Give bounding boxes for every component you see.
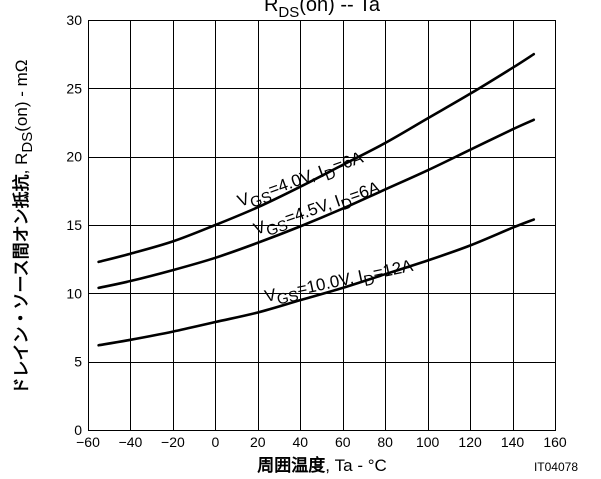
y-axis-title-sub: DS <box>19 132 36 153</box>
x-tick-label-1: −40 <box>119 434 143 450</box>
x-tick-label-0: −60 <box>76 434 100 450</box>
series-line-2 <box>97 218 536 347</box>
plot-frame <box>87 19 557 432</box>
x-tick-label-7: 80 <box>377 434 393 450</box>
y-axis-title-suffix: (on) - mΩ <box>12 60 31 132</box>
grid <box>88 20 556 431</box>
x-tick-label-3: 0 <box>211 434 219 450</box>
series-line-0 <box>97 52 536 264</box>
series-line-1 <box>97 118 536 290</box>
series-2-i-val: =12A <box>371 256 415 283</box>
series-1-i: I <box>332 191 343 211</box>
y-axis-title-bold: ドレイン・ソース間オン抵抗 <box>11 174 31 394</box>
x-tick-label-4: 20 <box>250 434 266 450</box>
y-tick-label-2: 10 <box>66 285 82 301</box>
figure-code: IT04078 <box>534 460 578 474</box>
series-2-v-val: =10.0V, <box>295 268 360 300</box>
x-tick-label-9: 120 <box>458 434 482 450</box>
chart-title-main: R <box>264 0 278 16</box>
series-2-v-sub: GS <box>275 287 300 308</box>
series-0-i-val: =6A <box>330 147 366 176</box>
series-2-i-sub: D <box>362 271 376 290</box>
series-2-i: I <box>356 267 365 287</box>
y-axis-title-prefix: , R <box>12 153 31 175</box>
series-1-v-sub: GS <box>264 217 290 240</box>
series-2-v: V <box>263 285 279 306</box>
y-tick-label-0: 0 <box>74 422 82 438</box>
x-tick-label-10: 140 <box>501 434 525 450</box>
y-axis-title: ドレイン・ソース間オン抵抗, RDS(on) - mΩ <box>11 60 36 395</box>
y-tick-label-6: 30 <box>66 12 82 28</box>
series-lines <box>97 52 536 347</box>
x-tick-label-6: 60 <box>335 434 351 450</box>
x-tick-label-8: 100 <box>416 434 440 450</box>
x-tick-label-11: 160 <box>543 434 567 450</box>
chart-title-suffix: (on) -- Ta <box>299 0 381 16</box>
y-tick-label-3: 15 <box>66 217 82 233</box>
x-tick-label-2: −20 <box>161 434 185 450</box>
series-1-i-val: =6A <box>347 178 383 206</box>
x-tick-labels: −60 −40 −20 0 20 40 60 80 100 120 140 160 <box>76 434 567 450</box>
svg-text:VGS=10.0V, ID=12A: VGS=10.0V, ID=12A <box>263 256 416 311</box>
x-axis-title-bold: 周囲温度 <box>257 455 326 475</box>
chart-title-sub: DS <box>278 4 299 21</box>
chart-title: RDS(on) -- Ta <box>264 0 381 21</box>
series-0-v-val: =4.0V, <box>266 164 322 200</box>
y-tick-label-1: 5 <box>74 354 82 370</box>
x-axis-title-rest: , Ta - °C <box>325 456 387 475</box>
plot-frame-rect <box>87 19 557 432</box>
y-tick-labels: 0 5 10 15 20 25 30 <box>66 12 82 438</box>
x-tick-label-5: 40 <box>292 434 308 450</box>
series-label-2: VGS=10.0V, ID=12A <box>263 256 416 311</box>
y-tick-label-5: 25 <box>66 80 82 96</box>
series-0-v-sub: GS <box>248 188 274 211</box>
y-tick-label-4: 20 <box>66 149 82 165</box>
x-axis-title: 周囲温度, Ta - °C <box>257 455 387 475</box>
series-0-i: I <box>316 162 327 181</box>
